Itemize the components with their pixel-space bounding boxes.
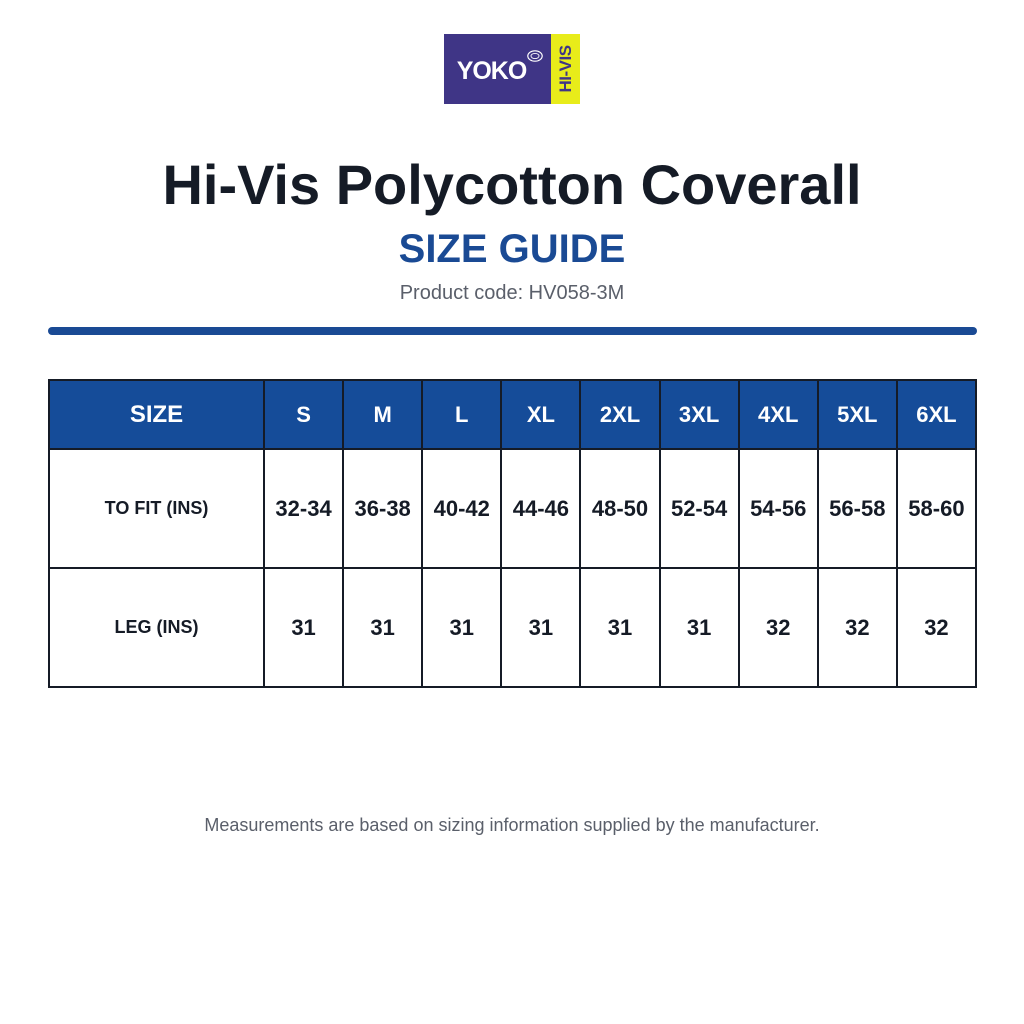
page-title: Hi-Vis Polycotton Coverall [162, 153, 862, 216]
table-cell: 40-42 [421, 448, 503, 569]
table-cell: 31 [421, 567, 503, 688]
header-cell: 3XL [658, 379, 740, 450]
table-cell: 52-54 [658, 448, 740, 569]
row-label: LEG (INS) [48, 567, 265, 688]
logo-tag-panel: HI-VIS [549, 34, 580, 104]
table-cell: 56-58 [816, 448, 898, 569]
table-header-row: SIZE S M L XL 2XL 3XL 4XL 5XL 6XL [48, 379, 978, 450]
table-cell: 44-46 [500, 448, 582, 569]
table-cell: 48-50 [579, 448, 661, 569]
table-cell: 32 [816, 567, 898, 688]
table-row: LEG (INS) 31 31 31 31 31 31 32 32 32 [48, 567, 978, 688]
header-cell: M [342, 379, 424, 450]
header-cell: XL [500, 379, 582, 450]
logo-brand-text: YOKO [456, 56, 528, 85]
logo-brand-panel: YOKO [444, 34, 549, 104]
product-code: Product code: HV058-3M [399, 282, 625, 304]
table-cell: 54-56 [737, 448, 819, 569]
header-cell: 6XL [895, 379, 978, 450]
header-cell: 5XL [816, 379, 898, 450]
table-cell: 32-34 [262, 448, 345, 569]
divider [48, 327, 977, 335]
header-cell: L [421, 379, 503, 450]
header-cell: S [262, 379, 345, 450]
page-subtitle: SIZE GUIDE [398, 227, 626, 271]
brand-logo: YOKO HI-VIS [444, 34, 580, 104]
header-cell: 2XL [579, 379, 661, 450]
table-cell: 32 [737, 567, 819, 688]
footnote: Measurements are based on sizing informa… [204, 815, 820, 835]
table-cell: 31 [579, 567, 661, 688]
table-cell: 58-60 [895, 448, 978, 569]
table-cell: 31 [658, 567, 740, 688]
table-cell: 31 [500, 567, 582, 688]
row-label: TO FIT (INS) [48, 448, 265, 569]
header-cell-size: SIZE [48, 379, 265, 450]
table-cell: 36-38 [342, 448, 424, 569]
size-table: SIZE S M L XL 2XL 3XL 4XL 5XL 6XL TO FIT… [48, 379, 978, 688]
table-row: TO FIT (INS) 32-34 36-38 40-42 44-46 48-… [48, 448, 978, 569]
table-cell: 31 [342, 567, 424, 688]
table-cell: 32 [895, 567, 978, 688]
logo-tag-text: HI-VIS [555, 45, 575, 93]
header-cell: 4XL [737, 379, 819, 450]
table-cell: 31 [262, 567, 345, 688]
logo-badge-icon [527, 50, 543, 62]
